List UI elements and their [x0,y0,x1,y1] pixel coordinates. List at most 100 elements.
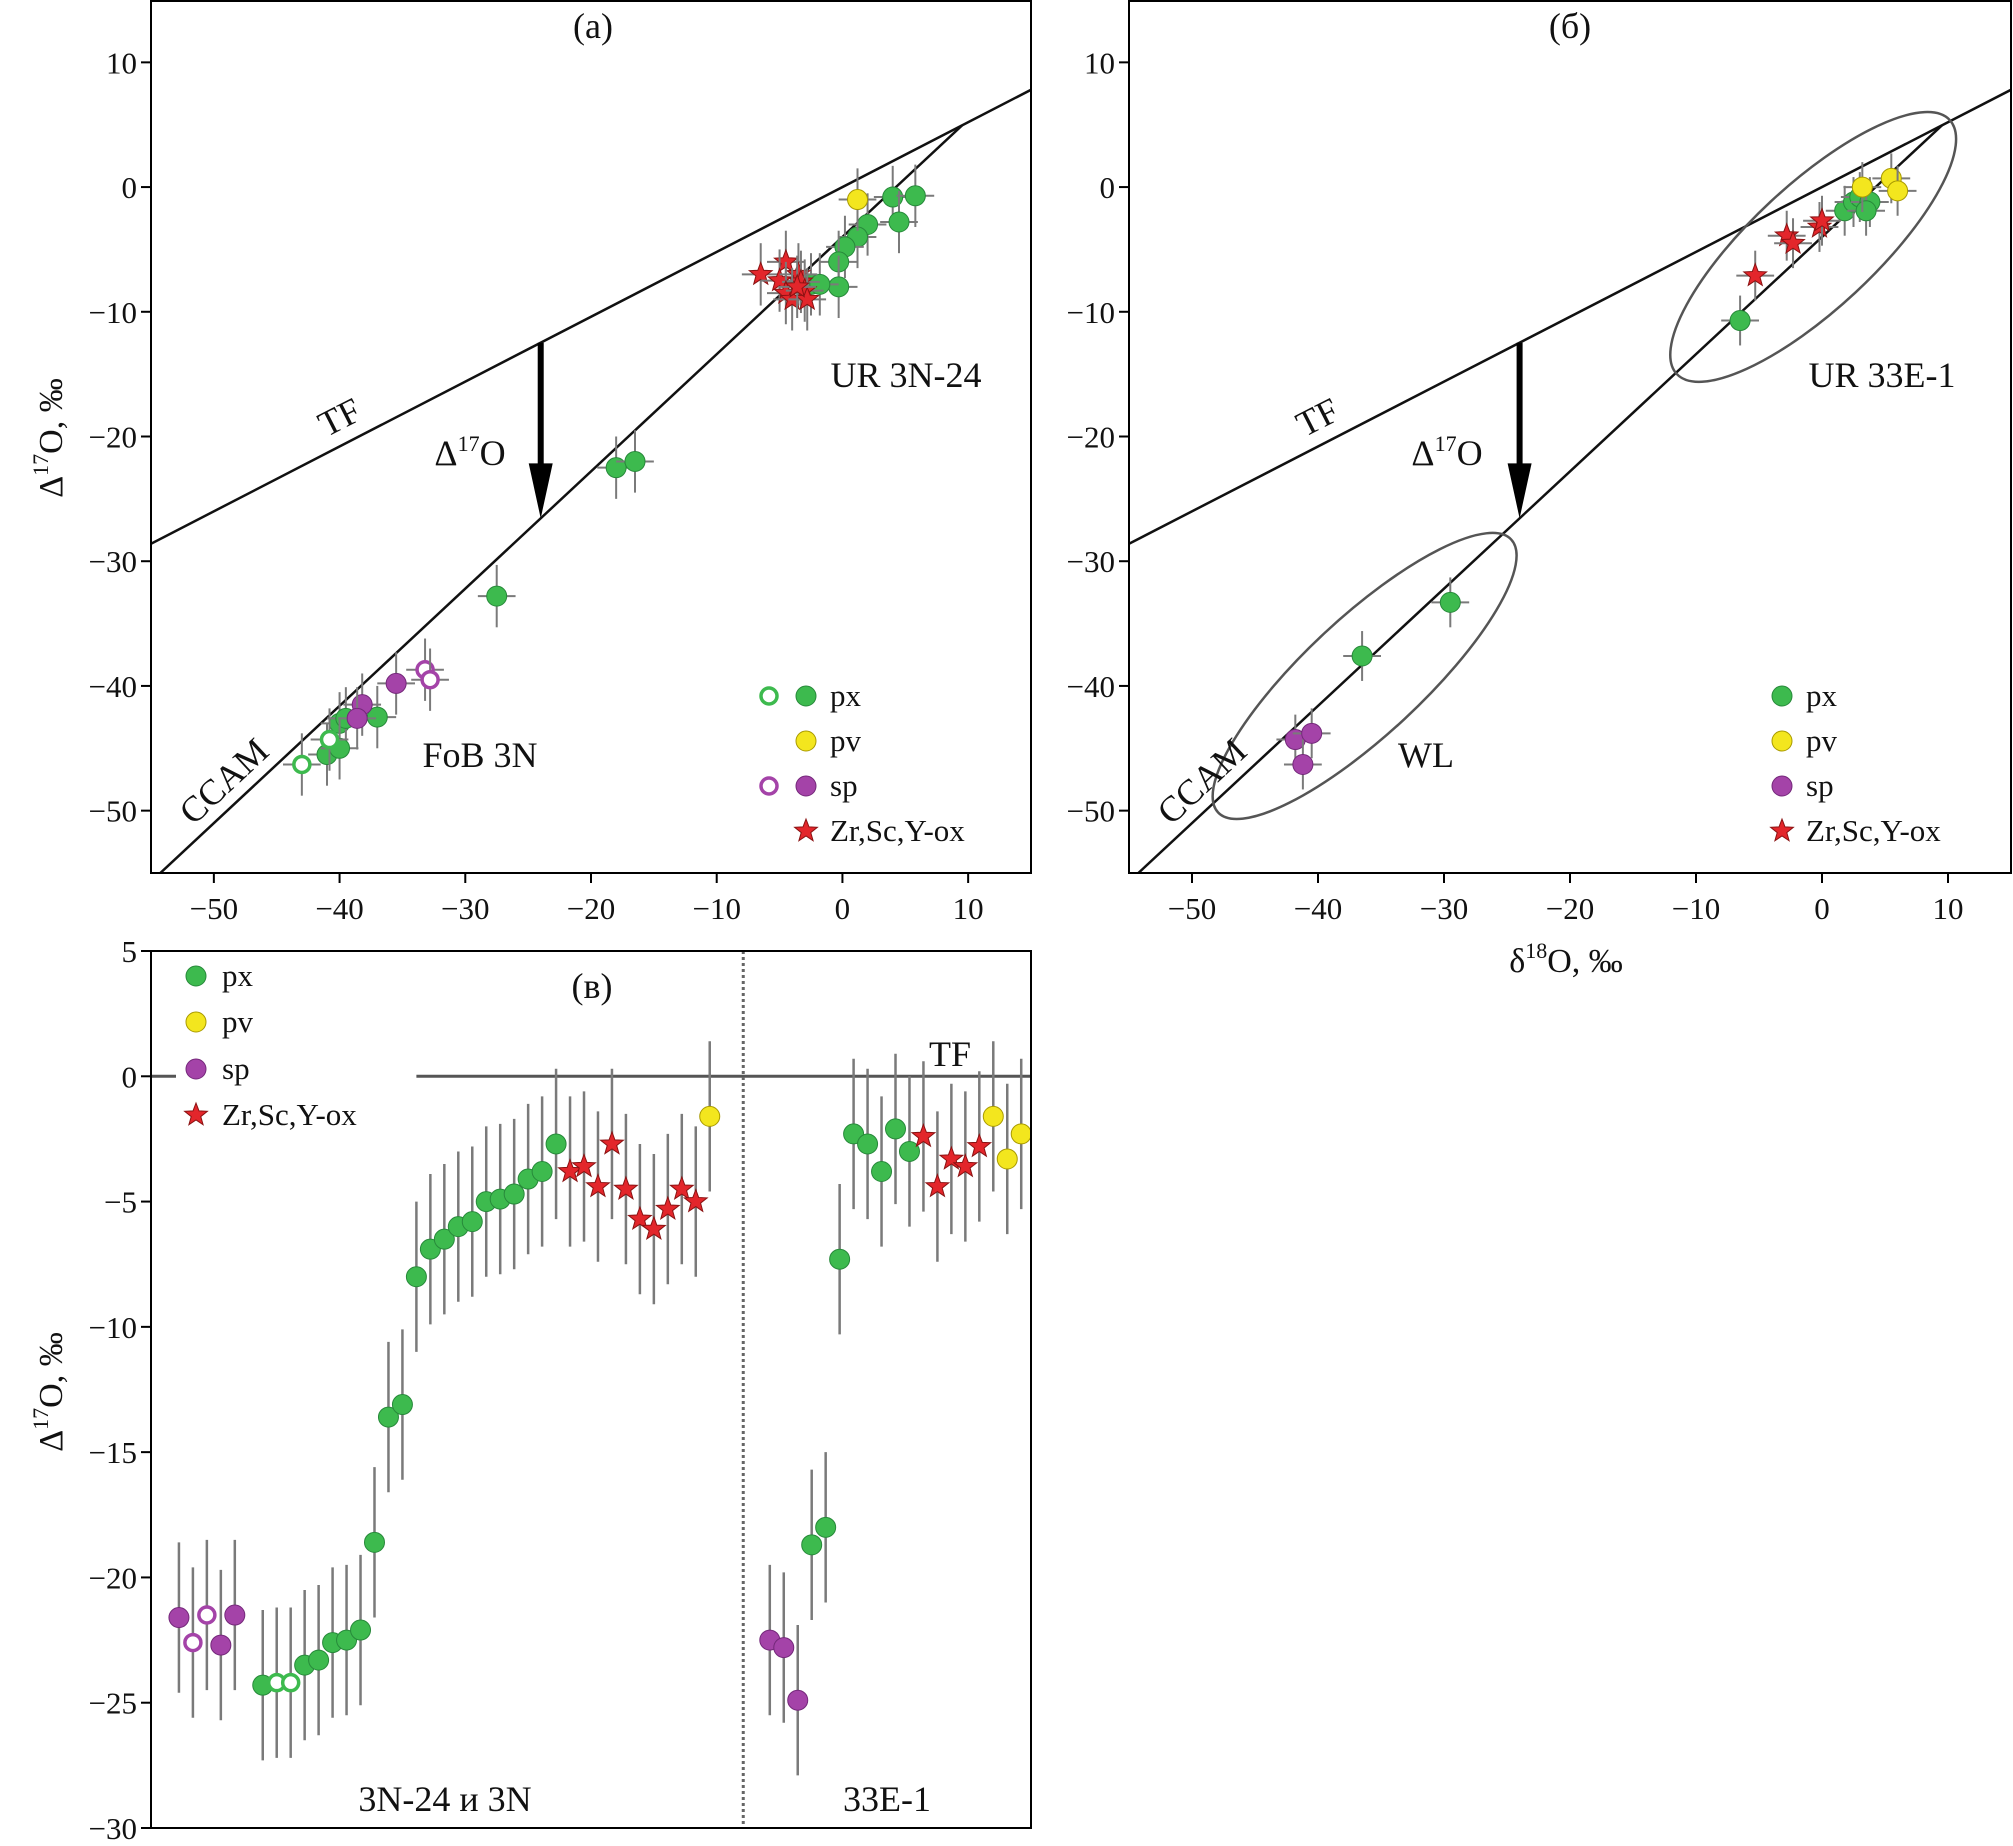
tf-line [151,88,1031,545]
x-tick-label: 10 [1933,891,1964,926]
px-point [308,1649,330,1671]
legend-px-marker [1771,685,1793,707]
y-tick-label: 0 [1100,170,1116,205]
x-tick-label: −20 [567,891,615,926]
legend-label-star: Zr,Sc,Y-ox [1806,813,1941,848]
px-point [1439,591,1461,613]
px-point [828,276,850,298]
star-point [966,1132,993,1158]
panel-a: −50 −40 −30 −20 −10 0 10 10 0 −10 −20 −30 −40 −50 px pv… [89,0,1032,926]
px-point [809,273,831,295]
y-tick-label: 5 [122,934,138,969]
legend-label-px: px [1806,678,1838,713]
pv-point [1010,1123,1032,1145]
star-point [627,1205,653,1230]
Zr,Sc,Y-ox-point [1780,229,1806,255]
y-tick-label: 10 [106,45,137,80]
y-tick-label: −5 [104,1185,137,1220]
panel-b-group-wl: WL [1398,735,1454,775]
sp-open-point [183,1632,203,1653]
y-tick-label: 0 [122,170,138,205]
legend-pv-marker [185,1011,207,1033]
Zr,Sc,Y-ox-point [784,273,810,298]
legend-label-sp: sp [222,1051,250,1086]
px-point [503,1183,525,1205]
px-point [363,1531,385,1553]
x-tick-label: −40 [1294,891,1342,926]
sp-point [346,707,368,729]
y-tick-label: −20 [1067,420,1115,455]
star-point [571,1153,597,1178]
legend-pv-marker [1771,730,1793,752]
y-tick-label: −15 [89,1435,137,1470]
legend-label-px: px [830,678,862,713]
px-point [545,1133,567,1155]
legend-label-sp: sp [830,768,858,803]
tf-line [1129,88,2011,545]
x-tick-label: −40 [315,891,363,926]
px-point [486,585,508,607]
x-tick-label: −20 [1546,891,1594,926]
legend-star-marker [1769,817,1795,842]
legend-star-marker [793,817,819,842]
px-open-point [280,1672,301,1693]
y-tick-label: −40 [1067,669,1115,704]
px-point [1729,310,1751,332]
pv-point [1851,176,1873,198]
px-open-point [319,729,340,750]
legend-sp-marker [1771,775,1793,797]
star-point [938,1145,965,1170]
panel-b-frame [1128,0,2012,874]
star-point [599,1130,625,1155]
legend-px-marker [185,965,207,987]
legend-label-sp: sp [1806,768,1834,803]
star-point [910,1122,937,1148]
px-point [1351,645,1373,667]
legend-label-pv: pv [222,1004,254,1039]
px-point [888,211,910,233]
sp-point [773,1637,795,1659]
panel-b: −50 −40 −30 −20 −10 0 10 10 0 −10 −20 −30 −40 −50 px pv… [1067,0,2012,926]
sp-point [385,672,407,694]
star-point [613,1175,639,1200]
star-point [655,1195,681,1220]
legend-sp-open-marker [759,776,779,796]
star-point [585,1173,611,1198]
legend-pv-marker [795,730,817,752]
y-tick-label: −40 [89,669,137,704]
pv-point [996,1148,1018,1170]
Zr,Sc,Y-ox-point [766,267,793,292]
ur-33e-1-ellipse [1669,110,1958,384]
panel-a-group-ur: UR 3N-24 [831,355,982,395]
px-point [857,1133,879,1155]
y-tick-label: −20 [89,420,137,455]
px-point [871,1161,893,1183]
y-tick-label: −10 [1067,295,1115,330]
panel-a-ylabel: Δ17O, ‰ [28,378,70,497]
px-point [801,1534,823,1556]
legend-label-star: Zr,Sc,Y-ox [830,813,965,848]
legend-sp-marker [795,775,817,797]
x-tick-label: 0 [1814,891,1830,926]
pv-point [699,1105,721,1127]
px-point [898,1140,920,1162]
star-point [669,1175,695,1200]
panel-c-tf-label: TF [929,1034,971,1074]
pv-point [982,1105,1004,1127]
px-point [829,1248,851,1270]
legend-label-pv: pv [830,723,862,758]
x-tick-label: −30 [441,891,489,926]
x-tick-label: −30 [1420,891,1468,926]
panel-c-frame [150,950,1032,1829]
panel-c: 5 0 −5 −10 −15 −20 −25 −30 px pv sp Zr,Sc,Y-ox [89,934,1032,1846]
y-tick-label: 10 [1084,45,1115,80]
legend-label-star: Zr,Sc,Y-ox [222,1097,357,1132]
px-point [882,186,904,208]
y-tick-label: −50 [1067,794,1115,829]
x-tick-label: −50 [190,891,238,926]
px-point [461,1211,483,1233]
legend-label-pv: pv [1806,723,1838,758]
px-point [350,1619,372,1641]
px-point [531,1161,553,1183]
